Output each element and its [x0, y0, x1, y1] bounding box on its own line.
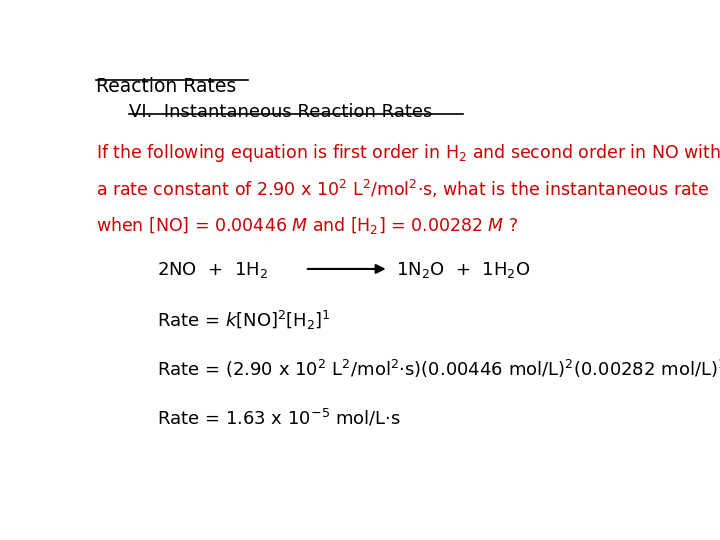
- Text: If the following equation is first order in H$_2$ and second order in NO with: If the following equation is first order…: [96, 141, 720, 164]
- Text: VI.  Instantaneous Reaction Rates: VI. Instantaneous Reaction Rates: [129, 103, 433, 121]
- Text: when [NO] = 0.00446 $M$ and [H$_2$] = 0.00282 $M$ ?: when [NO] = 0.00446 $M$ and [H$_2$] = 0.…: [96, 215, 518, 236]
- Text: Rate = $k$[NO]$^2$[H$_2$]$^1$: Rate = $k$[NO]$^2$[H$_2$]$^1$: [157, 309, 330, 332]
- Text: a rate constant of 2.90 x 10$^2$ L$^2$/mol$^2$$\cdot$s, what is the instantaneou: a rate constant of 2.90 x 10$^2$ L$^2$/m…: [96, 178, 709, 200]
- Text: 1N$_2$O  +  1H$_2$O: 1N$_2$O + 1H$_2$O: [396, 260, 531, 280]
- Text: Reaction Rates: Reaction Rates: [96, 77, 236, 96]
- Text: Rate = 1.63 x 10$^{-5}$ mol/L$\cdot$s: Rate = 1.63 x 10$^{-5}$ mol/L$\cdot$s: [157, 407, 401, 428]
- Text: 2NO  +  1H$_2$: 2NO + 1H$_2$: [157, 260, 268, 280]
- Text: Rate = (2.90 x 10$^2$ L$^2$/mol$^2$$\cdot$s)(0.00446 mol/L)$^2$(0.00282 mol/L)$^: Rate = (2.90 x 10$^2$ L$^2$/mol$^2$$\cdo…: [157, 358, 720, 380]
